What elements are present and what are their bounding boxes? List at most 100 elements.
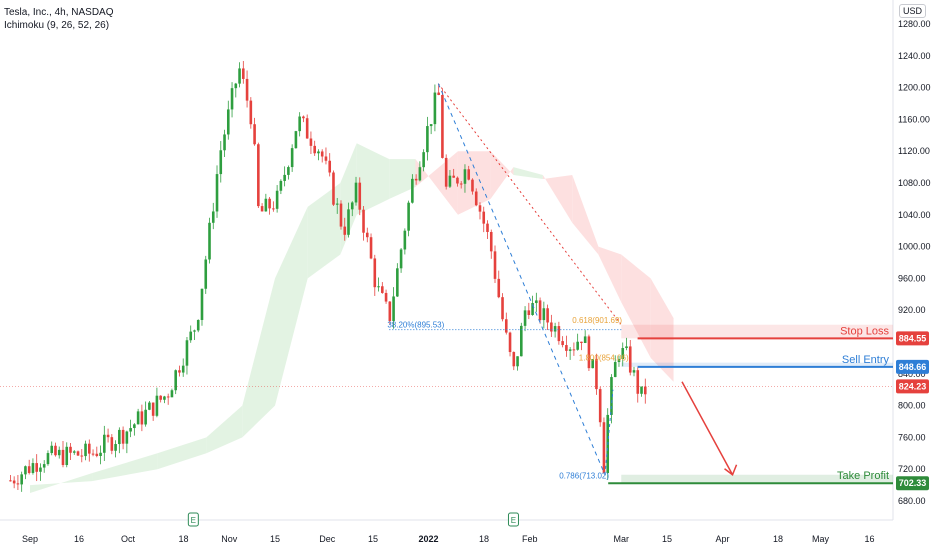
candle-up: [50, 445, 54, 454]
candle-up: [57, 449, 61, 456]
x-tick-label: 16: [74, 534, 84, 544]
candle-down: [91, 453, 95, 455]
candle-down: [106, 434, 110, 438]
candle-up: [211, 211, 215, 223]
candle-up: [118, 429, 121, 445]
candle-down: [456, 177, 459, 184]
ichimoku-cloud-segment: [275, 206, 308, 406]
candle-down: [598, 389, 602, 423]
candle-up: [39, 467, 42, 472]
candle-down: [358, 182, 362, 210]
candle-down: [550, 322, 553, 332]
candle-up: [632, 370, 636, 373]
candle-up: [625, 346, 628, 349]
candle-up: [264, 198, 268, 212]
candle-up: [399, 249, 403, 269]
candle-up: [200, 288, 204, 320]
candle-down: [332, 172, 335, 205]
candle-down: [268, 198, 271, 209]
currency-button[interactable]: USD: [898, 4, 926, 18]
candle-up: [516, 356, 519, 367]
candle-down: [35, 463, 38, 472]
candle-up: [219, 150, 223, 175]
earnings-marker: [187, 512, 199, 527]
candle-down: [527, 310, 531, 315]
candle-down: [121, 429, 125, 444]
candle-up: [129, 428, 132, 432]
fib-level-label: 0.786(713.02): [559, 472, 609, 481]
candle-up: [46, 453, 50, 465]
candle-up: [99, 452, 102, 457]
x-tick-label: 15: [270, 534, 280, 544]
candle-up: [407, 202, 410, 231]
candle-up: [170, 390, 174, 398]
candle-down: [636, 370, 640, 394]
candle-up: [226, 109, 230, 135]
candle-down: [557, 326, 561, 342]
candle-down: [257, 144, 260, 207]
candle-down: [339, 203, 343, 227]
x-tick-label: Apr: [716, 534, 730, 544]
candle-down: [253, 124, 256, 145]
ichimoku-cloud-segment: [389, 159, 416, 199]
ichimoku-cloud-segment: [340, 143, 357, 255]
price-axis-badge: [896, 379, 929, 394]
candle-down: [444, 157, 448, 187]
candle-up: [392, 296, 395, 321]
price-axis-badge-label: 702.33: [899, 478, 927, 488]
x-tick-label: 18: [773, 534, 783, 544]
candle-down: [61, 449, 65, 466]
candle-up: [148, 402, 151, 410]
candle-up: [298, 116, 301, 132]
candle-up: [613, 362, 617, 378]
candle-down: [504, 319, 508, 333]
candle-up: [84, 443, 87, 457]
price-axis-badge-label: 884.55: [899, 333, 927, 343]
candle-down: [166, 396, 170, 398]
x-tick-label: 15: [662, 534, 672, 544]
candle-down: [628, 346, 632, 373]
candle-down: [159, 395, 162, 400]
candle-up: [463, 169, 467, 184]
candle-down: [249, 100, 253, 125]
candle-down: [497, 278, 501, 298]
candle-down: [27, 466, 31, 473]
candle-down: [587, 336, 591, 369]
take-profit-zone: [621, 474, 893, 484]
y-tick-label: 920.00: [898, 305, 926, 315]
candle-up: [583, 336, 587, 343]
candle-up: [283, 174, 286, 181]
candle-down: [272, 208, 275, 210]
candle-down: [313, 145, 316, 154]
fib-level-label: 1.800(854.06): [579, 354, 629, 363]
candle-down: [572, 349, 576, 351]
candle-up: [215, 174, 219, 212]
candle-down: [95, 453, 99, 457]
candle-down: [478, 205, 482, 212]
fib-level-label: 38.20%(895.53): [387, 321, 444, 330]
candle-up: [347, 209, 350, 235]
candle-up: [24, 466, 27, 475]
candle-down: [414, 178, 418, 181]
sell-entry-zone: [621, 362, 893, 367]
candle-up: [230, 88, 234, 110]
candle-up: [640, 386, 643, 394]
candle-up: [31, 463, 35, 473]
candle-up: [290, 148, 294, 168]
candle-up: [411, 178, 414, 203]
candle-down: [643, 386, 647, 395]
candle-down: [302, 116, 305, 119]
candle-down: [362, 209, 365, 233]
candle-down: [486, 223, 489, 232]
ichimoku-cloud-segment: [157, 437, 207, 470]
ichimoku-cloud-segment: [490, 151, 514, 199]
y-tick-label: 960.00: [898, 273, 926, 283]
candle-down: [561, 341, 564, 346]
trade-level-name: Stop Loss: [840, 325, 889, 337]
candle-down: [343, 226, 347, 235]
candle-down: [441, 94, 444, 158]
candle-up: [617, 358, 621, 363]
candle-up: [294, 131, 298, 149]
candle-down: [9, 480, 12, 482]
